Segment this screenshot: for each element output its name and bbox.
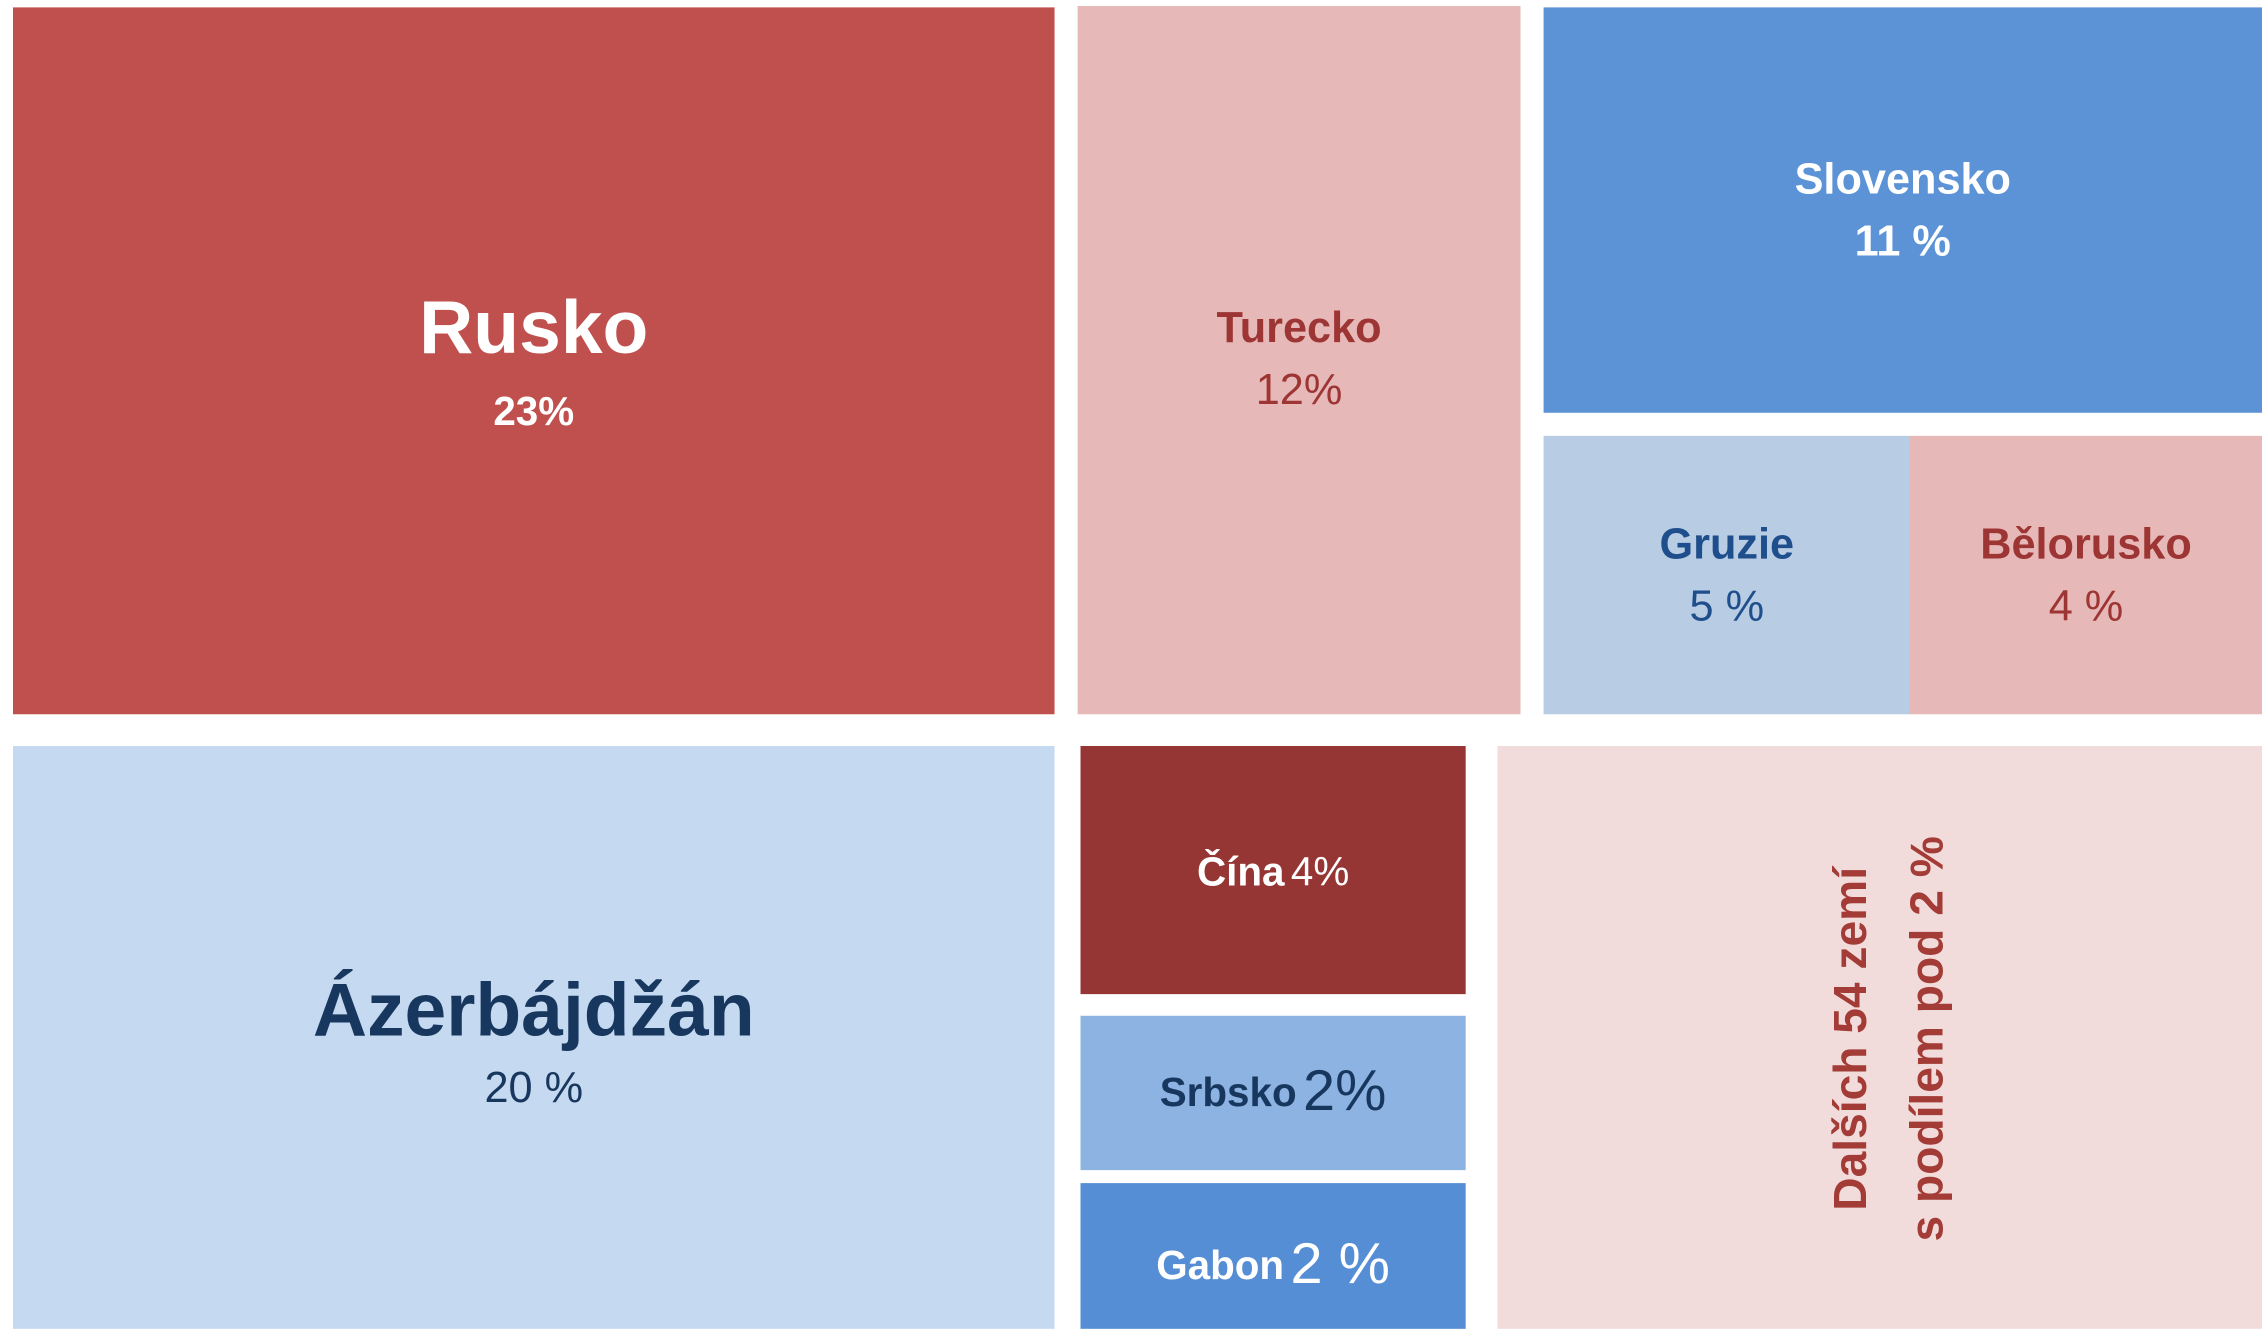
others-label: s podílem pod 2 % bbox=[1900, 836, 1952, 1241]
value-label: 20 % bbox=[484, 1064, 583, 1112]
tile-label: Gabon 2 % bbox=[1156, 1232, 1390, 1296]
value-label: 12% bbox=[1256, 366, 1343, 414]
category-name: Čína bbox=[1197, 848, 1285, 894]
value-label: 5 % bbox=[1690, 582, 1765, 630]
tile bbox=[1080, 1015, 1466, 1171]
others-tile bbox=[1497, 746, 2262, 1329]
tile bbox=[1080, 746, 1466, 995]
tile bbox=[12, 746, 1055, 1329]
value-label: 2% bbox=[1303, 1059, 1386, 1123]
tile bbox=[1543, 435, 1911, 715]
category-name: Slovensko bbox=[1795, 155, 2011, 203]
category-name: Gruzie bbox=[1659, 520, 1794, 568]
category-name: Ázerbájdžán bbox=[313, 968, 755, 1052]
tile bbox=[1910, 435, 2262, 715]
tile bbox=[12, 7, 1055, 715]
tile bbox=[1543, 7, 2262, 413]
value-label: 4% bbox=[1291, 848, 1349, 894]
category-name: Srbsko bbox=[1160, 1069, 1297, 1115]
value-label: 4 % bbox=[2049, 582, 2124, 630]
value-label: 11 % bbox=[1855, 217, 1951, 265]
tile bbox=[1080, 1183, 1466, 1329]
tile-label: Čína 4% bbox=[1197, 848, 1349, 894]
category-name: Turecko bbox=[1217, 304, 1382, 352]
category-name: Rusko bbox=[419, 285, 648, 369]
others-label: Dalších 54 zemí bbox=[1824, 865, 1876, 1211]
tile bbox=[1077, 5, 1521, 715]
value-label: 2 % bbox=[1291, 1232, 1390, 1296]
value-label: 23% bbox=[493, 388, 574, 434]
category-name: Bělorusko bbox=[1980, 520, 2192, 568]
tile-label: Srbsko 2% bbox=[1160, 1059, 1387, 1123]
category-name: Gabon bbox=[1156, 1242, 1284, 1288]
